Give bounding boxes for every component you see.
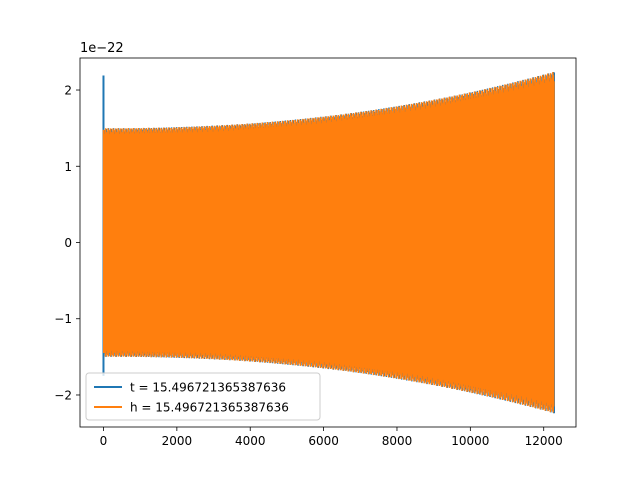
series-line-2: [102, 72, 555, 413]
x-tick-label: 8000: [382, 434, 413, 448]
x-tick-label: 4000: [235, 434, 266, 448]
x-tick-label: 0: [100, 434, 108, 448]
legend-label-1: t = 15.496721365387636: [130, 381, 286, 395]
legend: t = 15.496721365387636 h = 15.49672136538…: [85, 372, 321, 421]
x-tick-label: 10000: [451, 434, 489, 448]
series-layer: [102, 71, 555, 414]
y-tick-label: −1: [54, 312, 72, 326]
y-tick-label: 0: [64, 236, 72, 250]
y-scale-label: 1e−22: [80, 41, 124, 56]
x-tick-label: 6000: [308, 434, 339, 448]
x-tick-label: 12000: [525, 434, 563, 448]
legend-box: [85, 372, 321, 421]
legend-label-2: h = 15.496721365387636: [130, 401, 289, 415]
y-axis: −2 −1 0 1 2: [54, 84, 80, 402]
plot-area: [102, 71, 555, 414]
y-tick-label: 2: [64, 84, 72, 98]
x-tick-label: 2000: [162, 434, 193, 448]
y-tick-label: −2: [54, 388, 72, 402]
x-axis: 0 2000 4000 6000 8000 10000 12000: [100, 427, 563, 448]
y-tick-label: 1: [64, 160, 72, 174]
